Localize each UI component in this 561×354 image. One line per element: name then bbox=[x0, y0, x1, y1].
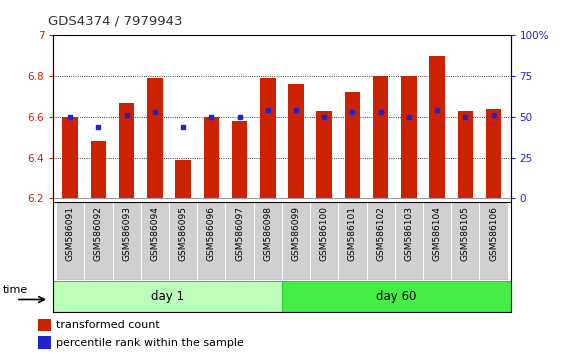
Text: GSM586096: GSM586096 bbox=[207, 206, 216, 261]
Bar bbox=[53, 281, 282, 312]
Bar bbox=[458, 111, 473, 198]
Bar bbox=[282, 202, 310, 280]
Bar bbox=[451, 202, 480, 280]
Bar bbox=[91, 141, 106, 198]
Bar bbox=[232, 121, 247, 198]
Text: GSM586105: GSM586105 bbox=[461, 206, 470, 261]
Text: GSM586106: GSM586106 bbox=[489, 206, 498, 261]
Text: GSM586101: GSM586101 bbox=[348, 206, 357, 261]
Bar bbox=[113, 202, 141, 280]
Bar bbox=[254, 202, 282, 280]
Bar bbox=[38, 319, 51, 331]
Bar bbox=[226, 202, 254, 280]
Bar bbox=[197, 202, 226, 280]
Bar bbox=[56, 202, 84, 280]
Text: GSM586097: GSM586097 bbox=[235, 206, 244, 261]
Bar bbox=[310, 202, 338, 280]
Text: GDS4374 / 7979943: GDS4374 / 7979943 bbox=[48, 14, 182, 27]
Text: GSM586099: GSM586099 bbox=[292, 206, 301, 261]
Bar bbox=[316, 111, 332, 198]
Text: GSM586094: GSM586094 bbox=[150, 206, 159, 261]
Bar bbox=[288, 84, 304, 198]
Bar bbox=[344, 92, 360, 198]
Text: transformed count: transformed count bbox=[56, 320, 159, 330]
Bar bbox=[373, 76, 388, 198]
Bar bbox=[282, 281, 511, 312]
Bar bbox=[141, 202, 169, 280]
Text: GSM586091: GSM586091 bbox=[66, 206, 75, 261]
Text: percentile rank within the sample: percentile rank within the sample bbox=[56, 338, 243, 348]
Bar bbox=[395, 202, 423, 280]
Bar bbox=[366, 202, 395, 280]
Text: GSM586102: GSM586102 bbox=[376, 206, 385, 261]
Text: GSM586095: GSM586095 bbox=[178, 206, 187, 261]
Bar bbox=[423, 202, 451, 280]
Text: GSM586103: GSM586103 bbox=[404, 206, 413, 261]
Bar bbox=[486, 109, 502, 198]
Bar bbox=[338, 202, 366, 280]
Bar bbox=[204, 117, 219, 198]
Text: GSM586092: GSM586092 bbox=[94, 206, 103, 261]
Bar bbox=[119, 103, 135, 198]
Text: GSM586100: GSM586100 bbox=[320, 206, 329, 261]
Text: GSM586093: GSM586093 bbox=[122, 206, 131, 261]
Text: GSM586104: GSM586104 bbox=[433, 206, 442, 261]
Bar bbox=[401, 76, 417, 198]
Bar bbox=[176, 160, 191, 198]
Bar bbox=[62, 117, 78, 198]
Bar bbox=[480, 202, 508, 280]
Bar bbox=[169, 202, 197, 280]
Bar bbox=[429, 56, 445, 198]
Bar bbox=[84, 202, 113, 280]
Bar bbox=[260, 78, 275, 198]
Text: day 60: day 60 bbox=[376, 290, 416, 303]
Text: GSM586098: GSM586098 bbox=[263, 206, 272, 261]
Bar bbox=[38, 336, 51, 349]
Text: time: time bbox=[3, 285, 28, 296]
Text: day 1: day 1 bbox=[151, 290, 184, 303]
Bar bbox=[147, 78, 163, 198]
